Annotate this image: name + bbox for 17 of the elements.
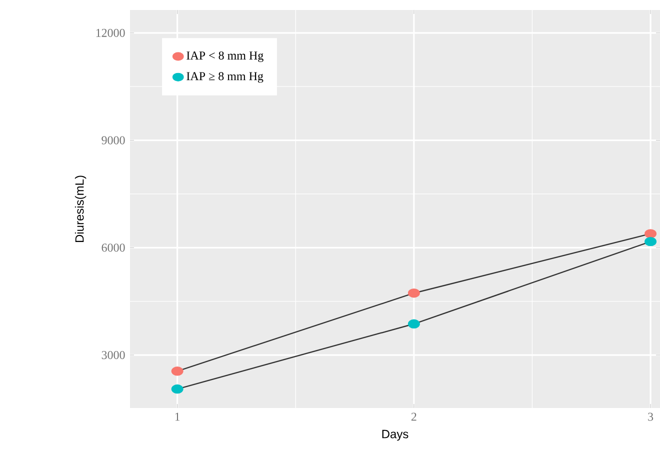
y-tick-label: 6000 [102, 244, 125, 252]
legend-label: IAP < 8 mm Hg [186, 51, 264, 62]
y-tick-label: 3000 [102, 350, 125, 360]
point [408, 288, 420, 298]
point [171, 384, 184, 394]
x-tick-label: 1 [175, 412, 180, 421]
point [644, 236, 657, 246]
legend-label: IAP ≥ 8 mm Hg [186, 72, 264, 83]
y-tick-label: 9000 [102, 136, 125, 144]
x-axis-title: Days [382, 430, 408, 441]
point [408, 319, 420, 328]
x-tick-label: 3 [648, 412, 654, 421]
y-axis-title: Diuresis(mL) [74, 176, 86, 242]
point [171, 366, 184, 376]
point [644, 229, 657, 238]
y-tick-label: 12000 [96, 28, 125, 37]
x-tick-label: 2 [411, 412, 416, 421]
